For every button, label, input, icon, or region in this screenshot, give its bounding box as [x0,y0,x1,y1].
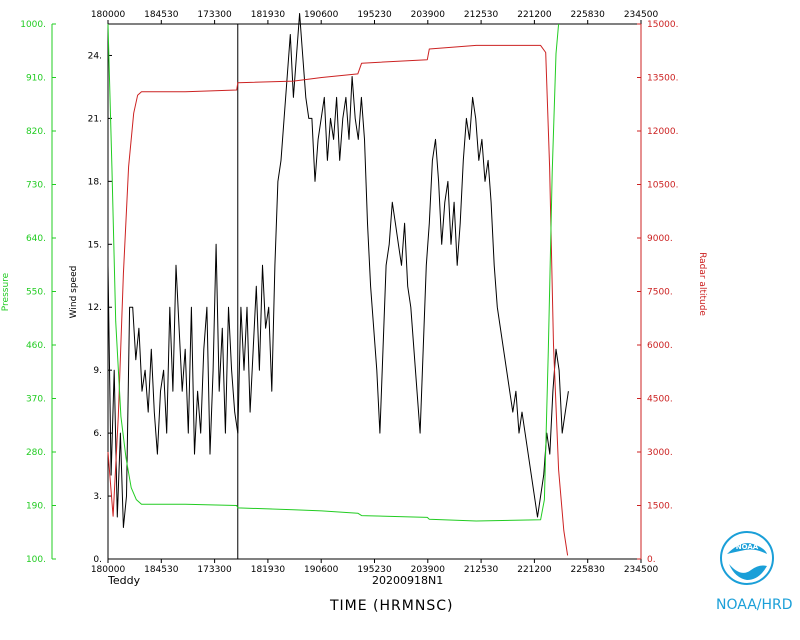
wind-axis-label: Wind speed [69,266,79,319]
x-tick-label-top: 225830 [571,10,606,20]
storm-name: Teddy [108,574,141,587]
noaa-bird-icon [727,543,767,554]
x-tick-label-bottom: 203900 [411,565,446,575]
wind-tick-label: 6. [93,429,102,439]
pressure-ticks: 100. 190. 280. 370. 460. 550. 640. 730. 820. 910.… [20,20,56,565]
x-tick-label-bottom: 221200 [517,565,552,575]
x-tick-label-top: 203900 [411,10,446,20]
top-x-ticks: 180000 184530 173300 181930 190600 195230 2039… [91,10,659,24]
altitude-ticks: 0. 1500. 3000. 4500. 6000. 7500. 9000. 10500. 12… [637,20,679,565]
altitude-tick-label: 0. [647,555,656,565]
altitude-tick-label: 10500. [647,181,679,191]
x-tick-label-bottom: 181930 [251,565,286,575]
x-tick-label-bottom: 180000 [91,565,126,575]
x-tick-label-bottom: 225830 [571,565,606,575]
pressure-tick-label: 1000. [20,20,46,30]
altitude-tick-label: 9000. [647,234,673,244]
altitude-tick-label: 12000. [647,127,679,137]
x-tick-label-top: 181930 [251,10,286,20]
x-tick-label-bottom: 184530 [144,565,179,575]
pressure-line [107,23,560,522]
pressure-tick-label: 190. [26,502,46,512]
bottom-x-ticks: 180000 184530 173300 181930 190600 195230 2039… [91,559,659,575]
altitude-tick-label: 15000. [647,20,679,30]
x-tick-label-bottom: 173300 [197,565,232,575]
wind-tick-label: 0. [93,555,102,565]
wind-speed-line [107,13,569,528]
altitude-tick-label: 6000. [647,341,673,351]
x-tick-label-top: 184530 [144,10,179,20]
x-tick-label-top: 212530 [464,10,499,20]
noaa-logo-circle [720,531,774,585]
altitude-tick-label: 4500. [647,395,673,405]
noaa-hrd-label: NOAA/HRD [716,597,793,613]
x-tick-label-top: 180000 [91,10,126,20]
pressure-tick-label: 280. [26,448,46,458]
wind-tick-label: 18. [88,177,102,187]
x-axis-title: TIME (HRMNSC) [330,598,454,614]
x-tick-label-bottom: 212530 [464,565,499,575]
pressure-tick-label: 910. [26,74,46,84]
x-tick-label-top: 195230 [357,10,392,20]
x-tick-label-top: 234500 [624,10,659,20]
altitude-tick-label: 3000. [647,448,673,458]
x-tick-label-top: 190600 [304,10,339,20]
x-tick-label-top: 221200 [517,10,552,20]
x-tick-label-top: 173300 [197,10,232,20]
wind-tick-label: 15. [88,240,102,250]
series-group [107,13,569,556]
altitude-tick-label: 7500. [647,288,673,298]
wind-tick-label: 12. [88,303,102,313]
altitude-axis-label: Radar altitude [697,252,707,316]
radar-altitude-line [107,44,569,556]
pressure-tick-label: 730. [26,181,46,191]
flight-id: 20200918N1 [372,574,444,587]
pressure-tick-label: 100. [26,555,46,565]
pressure-tick-label: 820. [26,127,46,137]
noaa-logo: NOAA [720,531,774,585]
noaa-logo-inner-text: NOAA [736,543,759,551]
altitude-tick-label: 13500. [647,74,679,84]
wind-tick-label: 21. [88,114,102,124]
pressure-tick-label: 640. [26,234,46,244]
x-tick-label-bottom: 195230 [357,565,392,575]
wind-ticks: 0. 3. 6. 9. 12. 15. 18. 21. 24. [88,51,112,565]
x-tick-label-bottom: 234500 [624,565,659,575]
wind-tick-label: 9. [93,366,102,376]
pressure-tick-label: 460. [26,341,46,351]
altitude-tick-label: 1500. [647,502,673,512]
pressure-tick-label: 370. [26,395,46,405]
plot-frame [107,23,642,560]
pressure-axis-label: Pressure [1,272,11,311]
x-tick-label-bottom: 190600 [304,565,339,575]
pressure-tick-label: 550. [26,288,46,298]
wind-tick-label: 3. [93,492,102,502]
wind-tick-label: 24. [88,51,102,61]
noaa-wave-icon [729,564,767,580]
